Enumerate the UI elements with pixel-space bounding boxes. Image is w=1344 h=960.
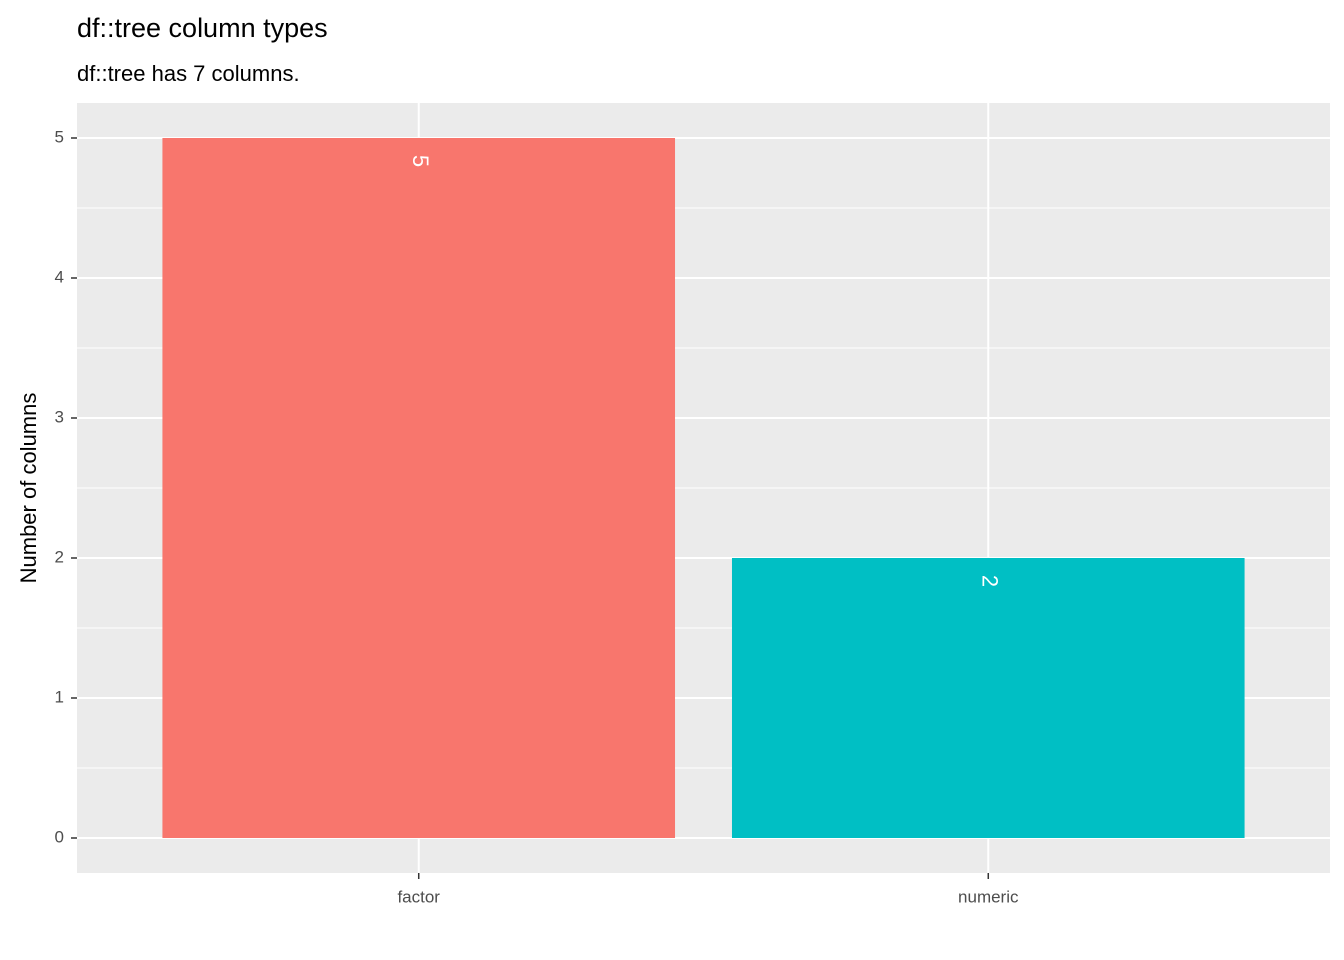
y-tick-label: 5 — [55, 127, 64, 146]
y-axis-title: Number of columns — [16, 393, 41, 584]
chart-subtitle: df::tree has 7 columns. — [77, 61, 300, 86]
bar-value-label: 5 — [408, 155, 433, 167]
y-tick-label: 3 — [55, 407, 64, 426]
bar-value-label: 2 — [977, 575, 1002, 587]
chart-title: df::tree column types — [77, 13, 328, 43]
bar — [731, 558, 1245, 838]
x-tick-label: numeric — [958, 887, 1019, 906]
y-tick-label: 2 — [55, 547, 64, 566]
y-tick-label: 4 — [55, 267, 64, 286]
y-tick-label: 1 — [55, 687, 64, 706]
bar — [162, 138, 676, 838]
y-tick-label: 0 — [55, 827, 64, 846]
x-tick-label: factor — [397, 887, 440, 906]
